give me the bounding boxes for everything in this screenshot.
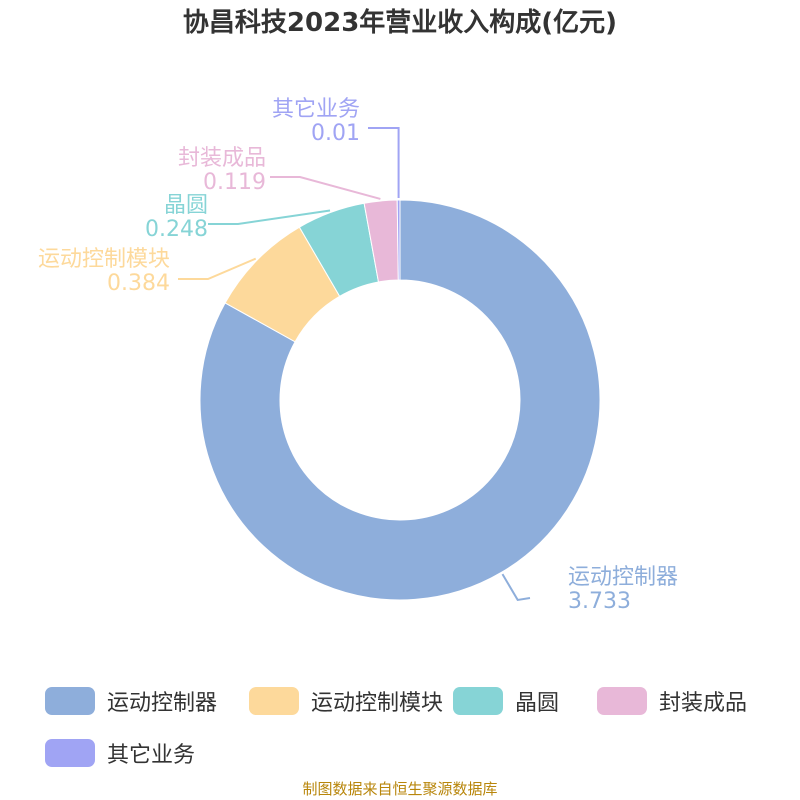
leader-line-1 (501, 573, 531, 602)
slice-5[interactable] (396, 199, 401, 281)
leader-line-5 (368, 127, 400, 199)
slice-label-name-1: 运动控制器 (568, 565, 678, 590)
leader-line-2 (178, 257, 257, 280)
legend-item-2[interactable]: 运动控制模块 (249, 685, 443, 717)
slice-label-value-5: 0.01 (311, 121, 360, 146)
slice-label-name-2: 运动控制模块 (38, 247, 170, 272)
slice-label-value-4: 0.119 (203, 170, 266, 195)
slice-label-value-3: 0.248 (145, 217, 208, 242)
source-note: 制图数据来自恒生聚源数据库 (302, 780, 498, 798)
legend-item-5[interactable]: 其它业务 (45, 737, 195, 769)
slice-1[interactable] (199, 199, 601, 601)
slice-label-value-2: 0.384 (107, 271, 170, 296)
legend-swatch (597, 687, 647, 715)
legend-label: 其它业务 (107, 743, 196, 768)
legend-swatch (453, 687, 503, 715)
slice-label-name-3: 晶圆 (164, 193, 208, 218)
legend-label: 运动控制器 (107, 691, 218, 716)
legend-label: 晶圆 (515, 691, 560, 716)
slice-label-value-1: 3.733 (568, 589, 631, 614)
legend-swatch (45, 687, 95, 715)
slice-label-name-5: 其它业务 (272, 97, 360, 122)
legend-item-1[interactable]: 运动控制器 (45, 685, 217, 717)
legend-swatch (45, 739, 95, 767)
legend-swatch (249, 687, 299, 715)
legend-label: 封装成品 (659, 691, 748, 716)
leader-line-4 (270, 176, 381, 200)
legend-label: 运动控制模块 (311, 691, 444, 716)
legend-item-3[interactable]: 晶圆 (453, 685, 559, 717)
legend-item-4[interactable]: 封装成品 (597, 685, 747, 717)
chart-title: 协昌科技2023年营业收入构成(亿元) (182, 8, 618, 38)
slice-label-name-4: 封装成品 (178, 146, 266, 171)
leader-line-3 (208, 209, 331, 225)
